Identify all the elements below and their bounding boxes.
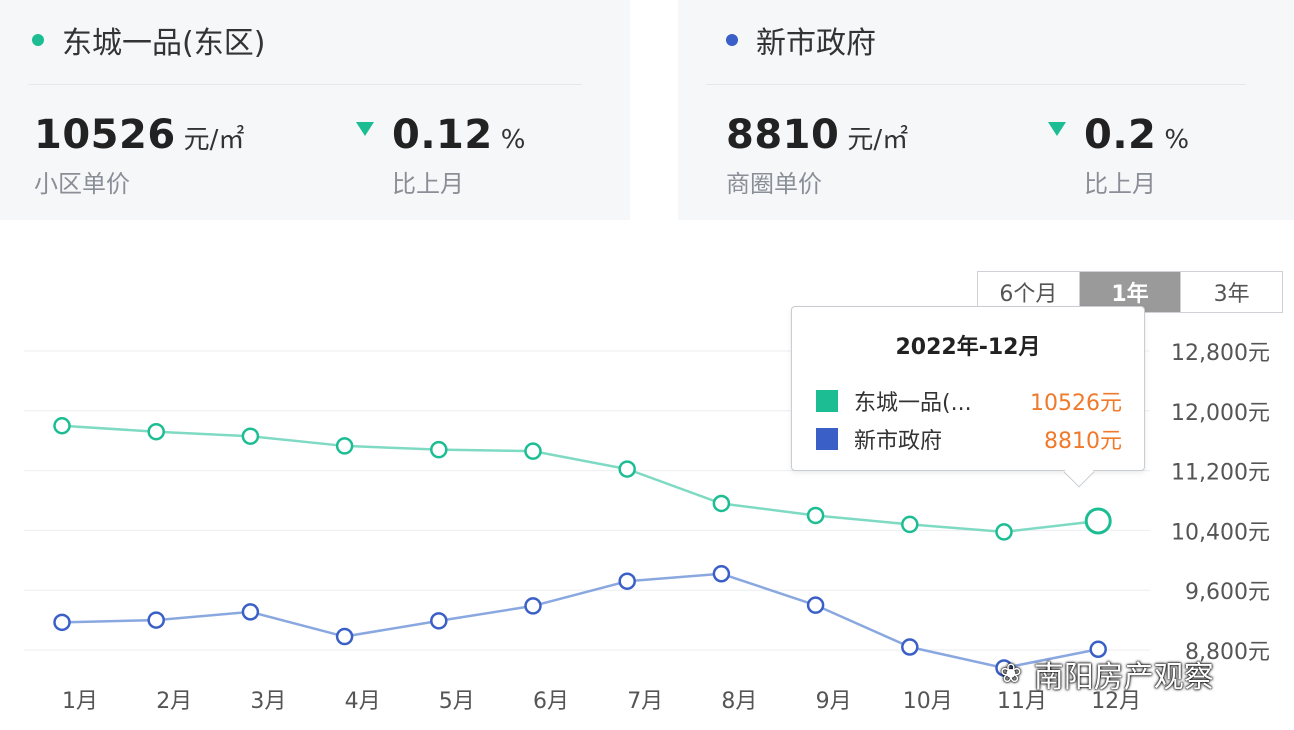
wechat-icon: ❀ [1000, 659, 1022, 689]
divider [706, 84, 1246, 85]
community-price-value: 10526 [34, 112, 176, 158]
data-point [524, 442, 542, 460]
tooltip-row: 新市政府 8810元 [816, 423, 1122, 455]
y-tick-label: 8,800元 [1185, 640, 1270, 665]
down-triangle-icon [356, 122, 374, 136]
district-header: 新市政府 [726, 18, 876, 62]
series-swatch-icon [816, 390, 838, 412]
data-point [1084, 507, 1112, 535]
price-unit: 元/㎡ [847, 125, 909, 155]
tab-6-months[interactable]: 6个月 [978, 272, 1080, 312]
data-point [618, 572, 636, 590]
data-point [430, 612, 448, 630]
community-dot-icon [32, 34, 44, 46]
data-point [712, 565, 731, 583]
data-point [618, 460, 636, 478]
data-point [524, 597, 542, 615]
watermark-text: 南阳房产观察 [1033, 660, 1214, 695]
tab-1-year[interactable]: 1年 [1079, 272, 1182, 312]
district-name: 新市政府 [756, 26, 876, 61]
community-name: 东城一品(东区) [62, 26, 266, 61]
x-tick-label: 3月 [250, 689, 286, 714]
data-point [241, 603, 260, 621]
data-point [53, 417, 71, 435]
y-tick-label: 9,600元 [1185, 580, 1270, 605]
tooltip-title: 2022年-12月 [895, 335, 1041, 360]
chart-tooltip: 2022年-12月 东城一品(... 10526元 新市政府 8810元 [791, 306, 1145, 488]
x-tick-label: 10月 [903, 689, 953, 714]
tooltip-series-name: 新市政府 [854, 429, 943, 454]
community-price-label: 小区单价 [34, 170, 130, 198]
community-header: 东城一品(东区) [32, 18, 265, 62]
district-change-label: 比上月 [1084, 170, 1156, 198]
data-point [995, 523, 1013, 541]
community-price-card: 东城一品(东区) 10526 元/㎡ 小区单价 0.12% 比上月 [0, 0, 630, 220]
y-tick-label: 12,000元 [1171, 401, 1270, 426]
x-tick-label: 7月 [627, 689, 663, 714]
data-point [53, 613, 71, 632]
x-tick-label: 6月 [533, 689, 569, 714]
data-point [901, 515, 919, 534]
data-point [806, 596, 825, 614]
community-change: 0.12% 比上月 [356, 112, 525, 199]
data-point [335, 627, 354, 646]
percent-unit: % [500, 125, 526, 155]
down-triangle-icon [1048, 122, 1066, 136]
series-swatch-icon [816, 428, 838, 450]
x-tick-label: 8月 [721, 689, 757, 714]
tooltip-series-name: 东城一品(... [854, 391, 972, 416]
y-tick-label: 10,400元 [1171, 520, 1270, 545]
data-point [335, 437, 354, 455]
tooltip-row: 东城一品(... 10526元 [816, 385, 1122, 417]
series-line [61, 572, 1099, 670]
price-unit: 元/㎡ [183, 125, 245, 155]
x-tick-label: 1月 [62, 689, 98, 714]
community-change-value: 0.12 [392, 112, 493, 158]
data-point [430, 440, 448, 459]
x-tick-label: 9月 [816, 689, 852, 714]
district-price-value: 8810 [726, 112, 840, 158]
x-tick-label: 12月 [1091, 689, 1141, 714]
x-tick-label: 5月 [439, 689, 475, 714]
tooltip-series-value: 8810元 [1044, 429, 1122, 454]
y-tick-label: 11,200元 [1171, 461, 1270, 486]
tab-3-years[interactable]: 3年 [1181, 272, 1283, 312]
data-point [147, 422, 165, 441]
tooltip-series-value: 10526元 [1030, 391, 1122, 416]
data-point [995, 659, 1013, 677]
x-tick-label: 2月 [156, 689, 192, 714]
data-point [1089, 640, 1107, 659]
data-point [147, 611, 165, 629]
district-price-card: 新市政府 8810 元/㎡ 商圈单价 0.2% 比上月 [678, 0, 1294, 220]
data-point [241, 427, 260, 445]
data-point [901, 638, 919, 656]
community-price: 10526 元/㎡ 小区单价 [34, 112, 244, 199]
divider [28, 84, 582, 85]
district-price: 8810 元/㎡ 商圈单价 [726, 112, 908, 199]
percent-unit: % [1164, 125, 1190, 155]
community-change-label: 比上月 [392, 170, 464, 198]
district-change-value: 0.2 [1084, 112, 1157, 158]
x-tick-label: 11月 [997, 689, 1047, 714]
series-line [61, 424, 1099, 534]
district-price-label: 商圈单价 [726, 170, 822, 198]
data-point [712, 494, 731, 513]
y-tick-label: 12,800元 [1171, 341, 1270, 366]
data-point [806, 506, 825, 525]
district-dot-icon [726, 34, 738, 46]
watermark: ❀ 南阳房产观察 [1000, 652, 1214, 696]
district-change: 0.2% 比上月 [1048, 112, 1189, 199]
x-tick-label: 4月 [345, 689, 381, 714]
